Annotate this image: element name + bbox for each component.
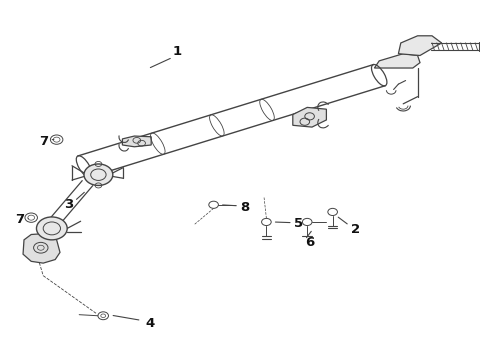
Circle shape (36, 217, 67, 240)
Text: 3: 3 (64, 198, 73, 211)
Polygon shape (374, 54, 420, 68)
Text: 4: 4 (145, 318, 155, 330)
Text: 2: 2 (350, 223, 360, 236)
Text: 7: 7 (14, 213, 24, 226)
Polygon shape (398, 36, 442, 55)
Text: 6: 6 (305, 236, 314, 249)
Polygon shape (293, 107, 326, 127)
Text: 5: 5 (294, 217, 303, 230)
Circle shape (84, 164, 113, 185)
Polygon shape (122, 136, 151, 147)
Polygon shape (23, 233, 60, 263)
Text: 7: 7 (38, 135, 48, 148)
Text: 1: 1 (172, 45, 181, 58)
Text: 8: 8 (240, 201, 250, 214)
